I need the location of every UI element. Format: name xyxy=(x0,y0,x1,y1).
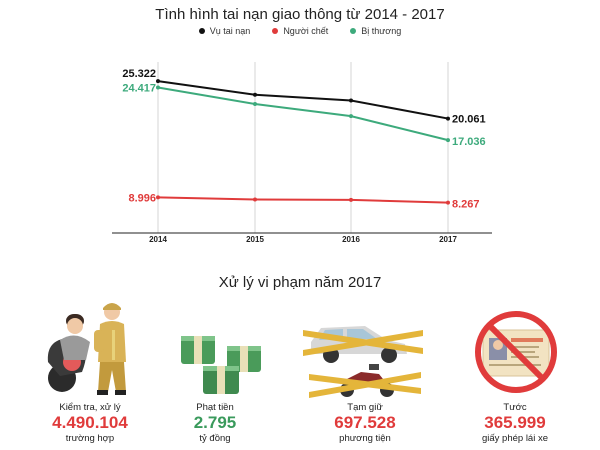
stat-fines-value: 2.795 xyxy=(193,413,237,432)
series-line-injured xyxy=(157,86,449,142)
data-label-injured-2017: 17.036 xyxy=(452,136,486,148)
data-label-injured-2014: 24.417 xyxy=(122,83,156,95)
point-deaths-2014 xyxy=(156,195,160,200)
stat-checks-unit: trường hợp xyxy=(65,433,115,444)
legend-label-injured: Bị thương xyxy=(361,26,402,36)
x-tick-label-2015: 2015 xyxy=(246,235,264,244)
data-label-deaths-2017: 8.267 xyxy=(452,199,480,211)
chart-legend: Vụ tai nạn Người chết Bị thương xyxy=(0,26,600,36)
legend-label-accidents: Vụ tai nạn xyxy=(209,26,251,36)
stat-checks: Kiểm tra, xử lý 4.490.104 trường hợp xyxy=(20,300,160,444)
impounded-vehicles-icon xyxy=(295,300,435,400)
point-deaths-2015 xyxy=(253,197,257,202)
stat-impounded: Tạm giữ 697.528 phương tiện xyxy=(295,300,435,444)
money-stack-icon xyxy=(145,300,285,400)
point-deaths-2017 xyxy=(446,200,450,205)
stat-licenses-value: 365.999 xyxy=(484,413,546,432)
police-check-icon xyxy=(20,300,160,400)
point-accidents-2017 xyxy=(446,116,450,121)
point-deaths-2016 xyxy=(349,197,353,202)
line-chart: 2014 2015 2016 2017 25.322 20.061 24.417 17.036… xyxy=(112,62,492,244)
revoked-license-icon xyxy=(445,300,585,400)
series-line-accidents xyxy=(157,80,449,120)
section-title: Xử lý vi phạm năm 2017 xyxy=(218,274,382,291)
legend-item-accidents: Vụ tai nạn xyxy=(198,26,251,36)
stat-fines: Phạt tiền 2.795 tỷ đồng xyxy=(145,300,285,444)
legend-dot-accidents xyxy=(198,28,205,34)
stat-checks-value: 4.490.104 xyxy=(52,413,128,432)
point-accidents-2016 xyxy=(349,98,353,103)
point-accidents-2015 xyxy=(253,92,257,97)
legend-item-deaths: Người chết xyxy=(272,26,328,36)
series-line-deaths xyxy=(157,196,449,204)
stat-impounded-label: Tạm giữ xyxy=(347,402,383,413)
stat-checks-label: Kiểm tra, xử lý xyxy=(59,402,121,413)
stat-licenses: Tước 365.999 giấy phép lái xe xyxy=(445,300,585,444)
stat-impounded-unit: phương tiện xyxy=(339,433,391,444)
x-tick-label-2016: 2016 xyxy=(342,235,360,244)
legend-label-deaths: Người chết xyxy=(283,26,329,36)
point-injured-2014 xyxy=(156,85,160,90)
x-tick-label-2014: 2014 xyxy=(149,235,167,244)
stat-licenses-unit: giấy phép lái xe xyxy=(481,433,549,444)
legend-dot-injured xyxy=(350,28,357,34)
point-injured-2016 xyxy=(349,114,353,119)
data-label-accidents-2014: 25.322 xyxy=(122,68,156,80)
stat-impounded-value: 697.528 xyxy=(334,413,396,432)
point-injured-2017 xyxy=(446,138,450,143)
stat-licenses-label: Tước xyxy=(503,402,527,413)
stat-fines-label: Phạt tiền xyxy=(196,402,234,413)
data-label-accidents-2017: 20.061 xyxy=(452,114,486,126)
stat-fines-unit: tỷ đồng xyxy=(199,433,231,444)
data-label-deaths-2014: 8.996 xyxy=(128,192,156,204)
legend-item-injured: Bị thương xyxy=(350,26,401,36)
point-accidents-2014 xyxy=(156,79,160,84)
point-injured-2015 xyxy=(253,102,257,107)
chart-title: Tình hình tai nạn giao thông từ 2014 - 2… xyxy=(155,6,445,23)
legend-dot-deaths xyxy=(272,28,279,34)
x-tick-label-2017: 2017 xyxy=(439,235,457,244)
